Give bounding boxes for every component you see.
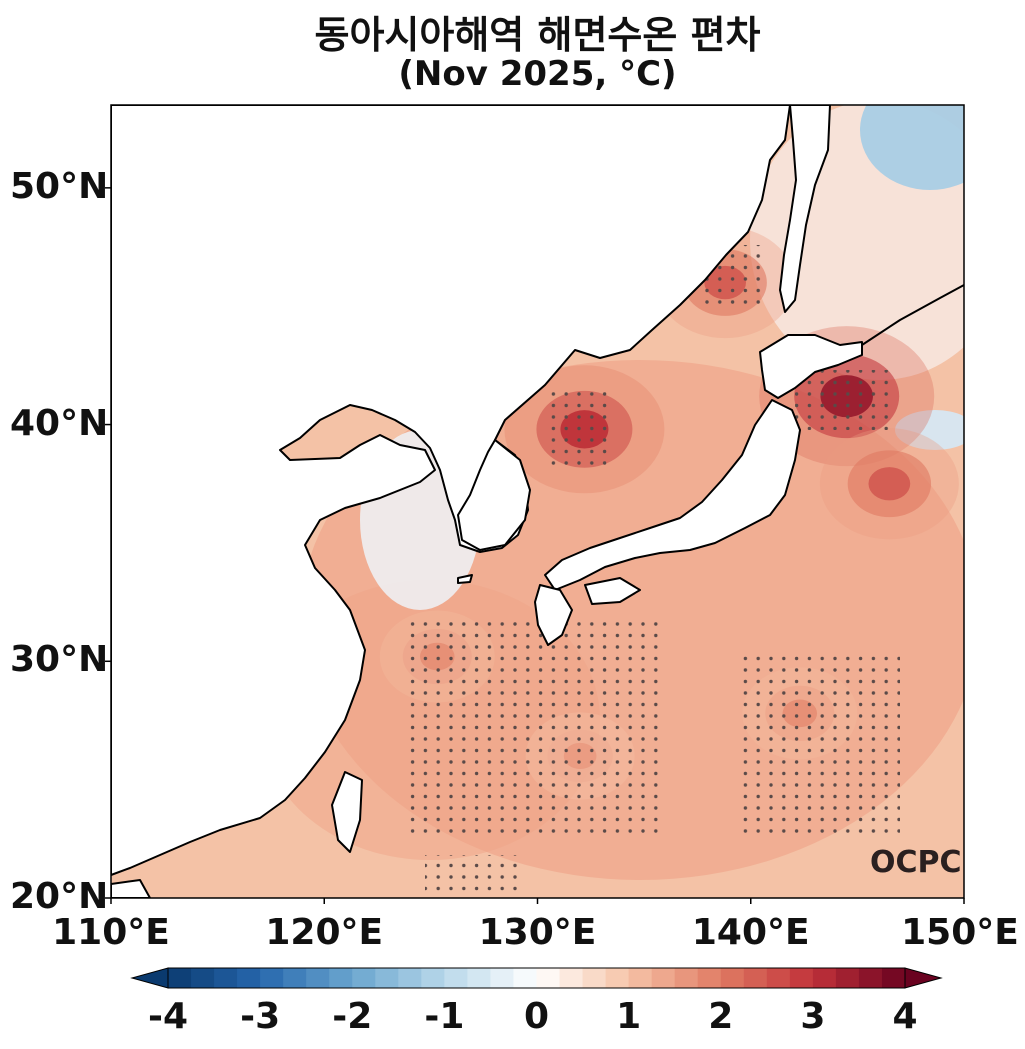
colorbar-bin bbox=[582, 968, 607, 988]
colorbar-bin bbox=[375, 968, 399, 988]
map-field bbox=[111, 105, 964, 898]
cool-anomaly-area bbox=[895, 410, 964, 450]
jeju-island bbox=[457, 574, 473, 584]
ocpc-logo: OCPC bbox=[870, 845, 962, 880]
colorbar-bin bbox=[513, 968, 537, 988]
colorbar-tick-label: -2 bbox=[332, 996, 373, 1037]
colorbar-min-extend bbox=[130, 967, 169, 989]
warm-anomaly-center bbox=[868, 467, 911, 501]
colorbar-bin bbox=[766, 968, 791, 988]
colorbar-bin bbox=[421, 968, 445, 988]
y-tick-label: 40°N bbox=[10, 402, 109, 444]
colorbar-frame bbox=[167, 967, 906, 989]
colorbar-tick-label: -3 bbox=[240, 996, 281, 1037]
colorbar-bin bbox=[214, 968, 238, 988]
colorbar-bin bbox=[467, 968, 491, 988]
colorbar-bin bbox=[720, 968, 745, 988]
hokkaido-island bbox=[759, 334, 863, 399]
colorbar-bin bbox=[352, 968, 376, 988]
sakhalin-island bbox=[779, 105, 831, 313]
colorbar-bin bbox=[697, 968, 722, 988]
colorbar-bin bbox=[858, 968, 883, 988]
colorbar-bin bbox=[168, 968, 192, 988]
x-tick-label: 120°E bbox=[265, 912, 384, 953]
colorbar-tick-label: 4 bbox=[892, 996, 918, 1037]
x-tick-label: 150°E bbox=[901, 912, 1019, 953]
colorbar-bin bbox=[283, 968, 307, 988]
stipple-region bbox=[405, 620, 665, 835]
colorbar-bin bbox=[260, 968, 284, 988]
colorbar-bin bbox=[329, 968, 353, 988]
colorbar-bin bbox=[559, 968, 584, 988]
colorbar-bin bbox=[306, 968, 330, 988]
kyushu-island bbox=[534, 584, 573, 646]
kuril-islands bbox=[861, 284, 964, 346]
colorbar-bin bbox=[651, 968, 676, 988]
colorbar-bin bbox=[490, 968, 514, 988]
colorbar-bin bbox=[605, 968, 630, 988]
taiwan-island bbox=[331, 771, 363, 853]
colorbar-bin bbox=[674, 968, 699, 988]
stipple-region bbox=[545, 390, 615, 465]
colorbar-bin bbox=[398, 968, 422, 988]
colorbar-bin bbox=[743, 968, 768, 988]
colorbar-max-extend bbox=[904, 967, 943, 989]
colorbar-tick-label: 3 bbox=[800, 996, 826, 1037]
colorbar-bin bbox=[237, 968, 261, 988]
colorbar-bin bbox=[835, 968, 860, 988]
y-tick-label: 20°N bbox=[10, 876, 109, 917]
x-tick-label: 110°E bbox=[52, 912, 170, 953]
y-tick-label: 50°N bbox=[10, 165, 109, 207]
continent-land bbox=[111, 105, 791, 876]
colorbar-tick-label: 0 bbox=[523, 996, 550, 1037]
map-title: 동아시아해역 해면수온 편차 bbox=[314, 13, 761, 57]
x-tick-label: 140°E bbox=[691, 912, 810, 953]
stipple-region bbox=[795, 370, 895, 430]
cool-anomaly-area bbox=[860, 105, 964, 190]
colorbar-tick-label: 1 bbox=[616, 996, 642, 1037]
colorbar-bin bbox=[444, 968, 468, 988]
hainan-island bbox=[111, 879, 151, 898]
colorbar-bin bbox=[812, 968, 837, 988]
stipple-region bbox=[740, 655, 900, 835]
colorbar-bin bbox=[881, 968, 906, 988]
x-tick-label: 130°E bbox=[478, 912, 597, 953]
colorbar-tick-label: 2 bbox=[708, 996, 734, 1037]
colorbar-tick-label: -4 bbox=[148, 996, 188, 1037]
colorbar-tick-label: -1 bbox=[424, 996, 465, 1037]
stipple-region bbox=[425, 855, 525, 895]
colorbar-bin bbox=[789, 968, 814, 988]
colorbar-bin bbox=[628, 968, 653, 988]
colorbar-bin bbox=[191, 968, 215, 988]
shikoku-island bbox=[584, 577, 641, 605]
colorbar-bin bbox=[536, 968, 561, 988]
korean-peninsula bbox=[457, 439, 531, 551]
map-subtitle: (Nov 2025, °C) bbox=[398, 54, 677, 94]
honshu-island bbox=[544, 399, 801, 591]
y-tick-label: 30°N bbox=[10, 639, 109, 681]
